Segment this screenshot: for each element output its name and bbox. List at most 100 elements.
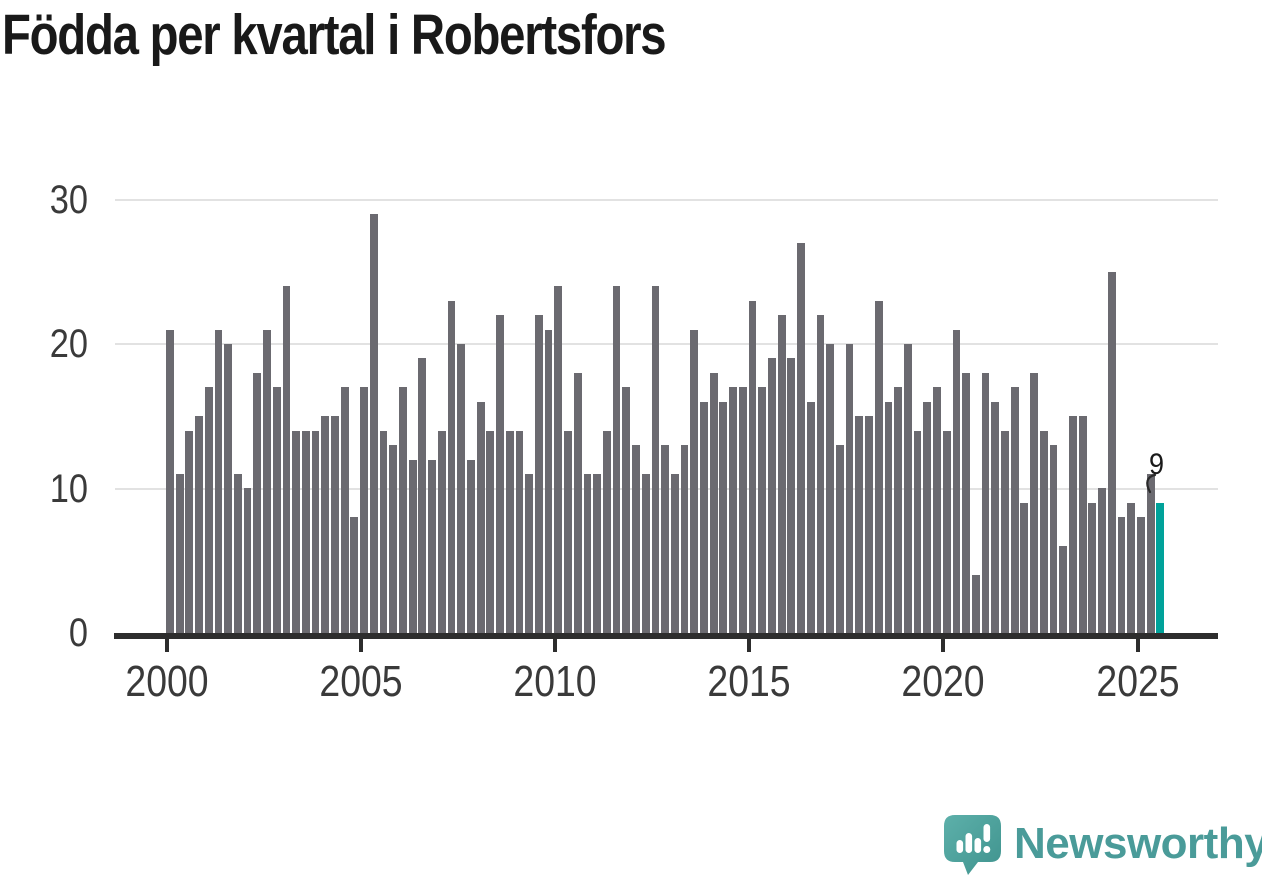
bar — [952, 330, 961, 633]
bar — [1146, 474, 1155, 633]
bar — [175, 474, 184, 633]
x-axis-label: 2020 — [901, 657, 985, 706]
logo-bar-short — [956, 840, 964, 853]
bar — [573, 373, 582, 633]
page-title: Födda per kvartal i Robertsfors — [2, 3, 667, 67]
bar — [534, 315, 543, 633]
bar — [331, 416, 339, 633]
bar — [253, 373, 262, 633]
bar — [806, 402, 815, 633]
x-axis-label: 2000 — [124, 657, 209, 706]
y-axis-label: 20 — [49, 322, 88, 366]
bar — [428, 460, 436, 633]
bar — [1039, 431, 1048, 633]
highlight-bar — [1156, 503, 1165, 633]
bar — [651, 286, 660, 633]
bar — [748, 301, 757, 633]
x-axis-label: 2010 — [513, 657, 597, 706]
logo-exclamation-dot — [983, 846, 991, 853]
bar — [1137, 517, 1145, 633]
bar — [641, 474, 650, 633]
bar — [593, 474, 602, 633]
x-axis-label: 2005 — [319, 657, 403, 706]
bar — [1069, 416, 1077, 633]
bar — [1020, 503, 1029, 633]
x-axis-label: 2025 — [1095, 657, 1180, 706]
bar — [214, 330, 223, 633]
bar — [554, 286, 563, 633]
y-axis-label: 10 — [49, 466, 88, 511]
annotation-hook-icon — [1146, 473, 1157, 494]
bar — [845, 344, 854, 633]
bar — [855, 416, 864, 633]
bar — [865, 416, 873, 633]
bar — [389, 445, 398, 633]
bar — [350, 517, 359, 633]
bar — [874, 301, 883, 633]
bar — [525, 474, 534, 633]
bar — [399, 387, 407, 633]
annotation-label: 9 — [1149, 448, 1165, 481]
bar — [292, 431, 301, 633]
bar — [467, 460, 475, 633]
bar — [340, 387, 349, 633]
bar — [282, 286, 291, 633]
x-axis-tick — [552, 639, 557, 652]
bar — [272, 387, 281, 633]
bar — [758, 387, 767, 633]
bar — [612, 286, 621, 633]
bar — [787, 358, 796, 633]
x-axis-tick — [747, 639, 752, 652]
bar — [457, 344, 466, 633]
x-axis-label: 2015 — [707, 657, 791, 706]
bar — [971, 575, 980, 633]
bar — [768, 358, 776, 633]
bar — [437, 431, 446, 633]
bar — [632, 445, 640, 633]
bar — [564, 431, 572, 633]
bar — [729, 387, 737, 633]
bar — [301, 431, 310, 633]
bar — [1078, 416, 1087, 633]
bar — [496, 315, 504, 633]
y-axis-label: 30 — [49, 177, 88, 222]
bar — [690, 330, 699, 633]
bar — [738, 387, 747, 633]
bar — [826, 344, 835, 633]
bar — [1010, 387, 1019, 633]
bar — [204, 387, 213, 633]
bar — [476, 402, 485, 633]
bar — [913, 431, 922, 633]
bar — [1030, 373, 1038, 633]
bar — [166, 330, 174, 633]
gridline — [115, 343, 1218, 345]
bar — [369, 214, 378, 633]
bar — [661, 445, 669, 633]
bar — [923, 402, 932, 633]
bar — [894, 387, 903, 633]
bar — [195, 416, 203, 633]
bar — [1107, 272, 1116, 633]
bar — [505, 431, 514, 633]
x-axis-tick — [358, 639, 363, 652]
bar — [1127, 503, 1136, 633]
logo-text: Newsworthy — [1014, 818, 1262, 868]
bar — [622, 387, 631, 633]
bar — [933, 387, 941, 633]
bar — [903, 344, 912, 633]
bar — [321, 416, 330, 633]
newsworthy-logo: Newsworthy — [944, 815, 1262, 876]
bar — [515, 431, 524, 633]
bar — [835, 445, 844, 633]
bar — [962, 373, 971, 633]
bar — [884, 402, 893, 633]
bar — [709, 373, 718, 633]
bar — [816, 315, 825, 633]
x-axis-tick — [941, 639, 946, 652]
bar — [360, 387, 368, 633]
bar — [1088, 503, 1097, 633]
bar — [447, 301, 456, 633]
bar — [379, 431, 388, 633]
bar — [233, 474, 242, 633]
